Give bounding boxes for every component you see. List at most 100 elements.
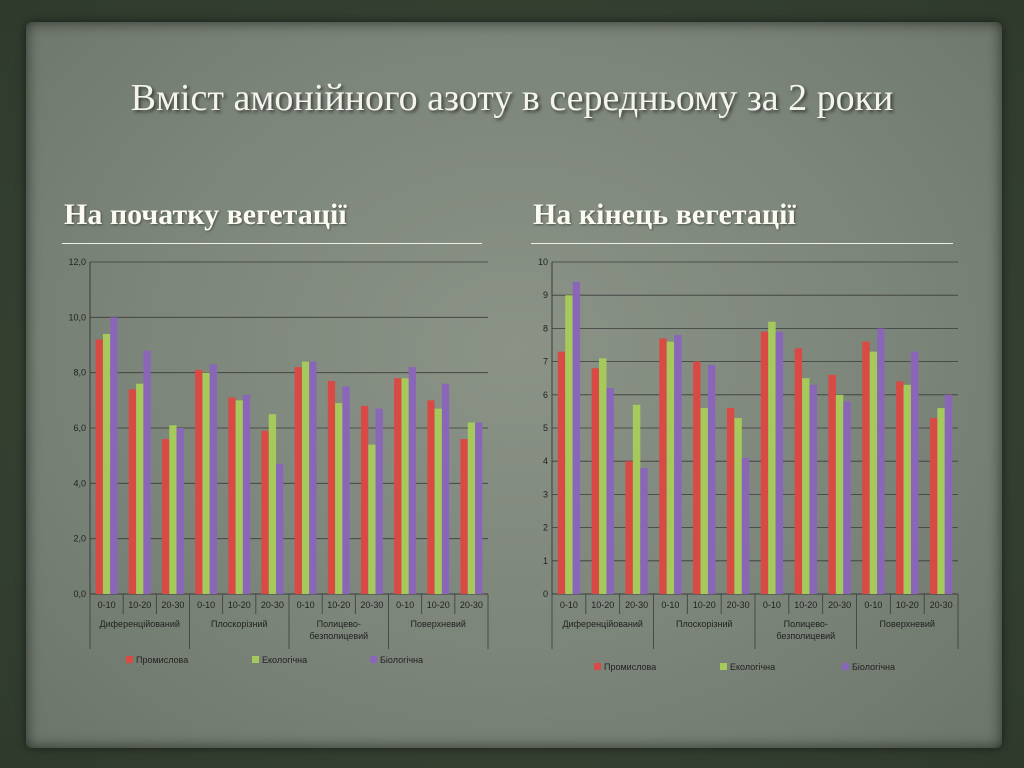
y-tick-label: 8,0 bbox=[73, 368, 86, 378]
bar bbox=[202, 372, 210, 594]
bar bbox=[242, 394, 251, 594]
x-tick-label: 10-20 bbox=[591, 600, 614, 610]
subtitle-end-vegetation: На кінець вегетації bbox=[533, 198, 796, 231]
group-label: безполицевий bbox=[309, 631, 368, 641]
bar bbox=[877, 328, 885, 594]
bar bbox=[572, 281, 581, 594]
bar bbox=[169, 425, 177, 594]
bar bbox=[235, 400, 243, 594]
bar bbox=[176, 428, 184, 594]
y-tick-label: 5 bbox=[543, 423, 548, 433]
group-label: безполицевий bbox=[776, 631, 835, 641]
chart-start-vegetation: 0,0 2,0 4,0 6,0 8,0 10,0 12,0 0-10 10-20 20-30 0-1… bbox=[68, 257, 489, 665]
bar bbox=[903, 384, 911, 594]
bar bbox=[261, 430, 269, 594]
x-tick-label: 0-10 bbox=[661, 600, 679, 610]
x-tick-label: 10-20 bbox=[427, 600, 450, 610]
bar bbox=[441, 383, 450, 594]
bar bbox=[896, 381, 904, 594]
bar bbox=[835, 394, 844, 594]
x-tick-label: 0-10 bbox=[297, 600, 315, 610]
bar bbox=[659, 338, 667, 594]
bar bbox=[394, 378, 402, 594]
legend-label: Промислова bbox=[604, 662, 656, 672]
y-tick-label: 10 bbox=[538, 257, 548, 267]
bar bbox=[910, 351, 919, 594]
bar bbox=[666, 341, 675, 594]
bar bbox=[368, 444, 376, 594]
x-tick-label: 20-30 bbox=[625, 600, 648, 610]
bar bbox=[693, 361, 701, 594]
x-tick-label: 20-30 bbox=[460, 600, 483, 610]
y-tick-label: 4,0 bbox=[73, 478, 86, 488]
bar bbox=[843, 401, 851, 594]
bar bbox=[294, 367, 302, 594]
group-label: Плоскорізний bbox=[211, 619, 268, 629]
y-tick-label: 6 bbox=[543, 390, 548, 400]
bar bbox=[143, 350, 151, 594]
bar bbox=[862, 341, 870, 594]
group-label: Поверхневий bbox=[411, 619, 466, 629]
bar bbox=[625, 461, 633, 594]
bar bbox=[128, 389, 137, 594]
bar bbox=[475, 422, 483, 594]
bar bbox=[375, 408, 383, 594]
y-tick-label: 0,0 bbox=[73, 589, 86, 599]
bar bbox=[360, 405, 369, 594]
bar bbox=[276, 463, 284, 594]
y-tick-label: 1 bbox=[543, 556, 548, 566]
bar bbox=[591, 368, 600, 594]
bar bbox=[342, 386, 350, 594]
bar bbox=[309, 361, 317, 594]
x-tick-label: 10-20 bbox=[128, 600, 151, 610]
bar bbox=[327, 380, 336, 594]
x-tick-label: 0-10 bbox=[396, 600, 414, 610]
slide-paper bbox=[26, 22, 1002, 748]
x-tick-label: 10-20 bbox=[896, 600, 919, 610]
bar bbox=[937, 408, 945, 594]
bar bbox=[268, 414, 277, 594]
bar bbox=[606, 388, 614, 594]
x-tick-label: 10-20 bbox=[693, 600, 716, 610]
bar bbox=[599, 358, 607, 594]
bar bbox=[929, 418, 938, 594]
x-tick-label: 10-20 bbox=[228, 600, 251, 610]
bar bbox=[401, 378, 409, 594]
y-tick-label: 0 bbox=[543, 589, 548, 599]
bar bbox=[775, 331, 784, 594]
bar bbox=[944, 394, 953, 594]
bar bbox=[726, 408, 735, 594]
bar bbox=[760, 331, 769, 594]
x-tick-label: 20-30 bbox=[161, 600, 184, 610]
group-label: Поверхневий bbox=[880, 619, 935, 629]
x-tick-label: 10-20 bbox=[327, 600, 350, 610]
bar bbox=[408, 367, 417, 594]
x-tick-label: 0-10 bbox=[864, 600, 882, 610]
subtitle-rule-right bbox=[531, 243, 953, 244]
bar bbox=[228, 397, 236, 594]
legend-swatch bbox=[720, 663, 727, 670]
group-label: Диференційований bbox=[100, 619, 180, 629]
bar bbox=[301, 361, 310, 594]
legend-swatch bbox=[842, 663, 849, 670]
bar bbox=[700, 408, 708, 594]
bar bbox=[195, 369, 203, 594]
y-tick-label: 8 bbox=[543, 323, 548, 333]
bar bbox=[640, 467, 648, 594]
x-tick-label: 0-10 bbox=[197, 600, 215, 610]
y-tick-label: 9 bbox=[543, 290, 548, 300]
slide-title: Вміст амонійного азоту в середньому за 2… bbox=[130, 77, 894, 119]
bar bbox=[734, 418, 742, 594]
bar bbox=[768, 321, 776, 594]
subtitle-start-vegetation: На початку вегетації bbox=[64, 198, 347, 231]
group-label: Диференційований bbox=[563, 619, 643, 629]
bar bbox=[565, 295, 573, 594]
bar bbox=[828, 374, 836, 594]
group-label: Плоскорізний bbox=[676, 619, 733, 629]
x-tick-label: 20-30 bbox=[261, 600, 284, 610]
x-tick-label: 0-10 bbox=[98, 600, 116, 610]
legend-label: Біологічна bbox=[852, 662, 895, 672]
legend-label: Промислова bbox=[136, 655, 188, 665]
bar bbox=[110, 317, 118, 594]
x-tick-label: 20-30 bbox=[360, 600, 383, 610]
